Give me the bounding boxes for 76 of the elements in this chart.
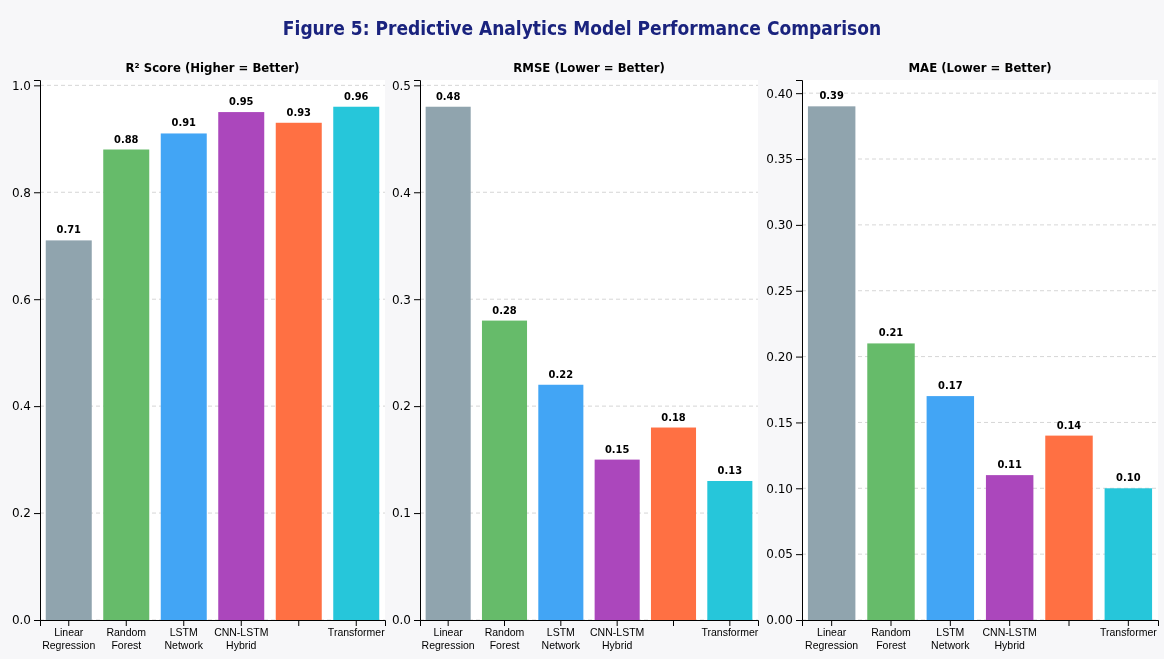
data-label: 0.48 bbox=[435, 89, 461, 103]
y-tick-label: 0.05 bbox=[766, 547, 793, 562]
x-tick-label: Random Forest bbox=[484, 626, 525, 651]
chart-title: R² Score (Higher = Better) bbox=[125, 60, 300, 75]
x-tick-label: Random Forest bbox=[871, 626, 912, 651]
y-tick-label: 0.2 bbox=[391, 399, 411, 414]
x-tick-label: Transformer bbox=[1099, 626, 1158, 638]
bar bbox=[160, 133, 207, 620]
bar bbox=[1104, 488, 1153, 620]
x-tick-label: Linear Regression bbox=[805, 626, 859, 651]
bar bbox=[45, 240, 92, 620]
bar bbox=[103, 149, 150, 620]
bar bbox=[650, 427, 697, 620]
bar bbox=[985, 475, 1034, 620]
caption: Figure 5: Predictive Analytics Model Performance Comparison bbox=[282, 17, 882, 39]
x-tick-label: LSTM Network bbox=[164, 626, 204, 651]
bar bbox=[481, 320, 528, 620]
bar bbox=[425, 106, 471, 620]
y-tick-label: 0.8 bbox=[11, 185, 31, 200]
x-tick-label: Linear Regression bbox=[42, 626, 96, 651]
bar bbox=[538, 384, 584, 620]
y-tick-label: 0.0 bbox=[11, 613, 31, 628]
y-tick-label: 0.4 bbox=[11, 399, 31, 414]
y-tick-label: 0.00 bbox=[766, 613, 793, 628]
y-tick-label: 0.35 bbox=[766, 152, 793, 167]
y-tick-label: 0.6 bbox=[11, 292, 31, 307]
data-label: 0.96 bbox=[344, 89, 369, 103]
data-label: 0.18 bbox=[661, 410, 686, 424]
bar bbox=[218, 112, 265, 620]
data-label: 0.15 bbox=[604, 442, 630, 456]
data-label: 0.39 bbox=[819, 89, 844, 103]
y-tick-label: 0.15 bbox=[766, 415, 793, 430]
x-tick-label: CNN-LSTM Hybrid bbox=[214, 626, 269, 651]
data-label: 0.10 bbox=[1116, 471, 1141, 485]
data-label: 0.22 bbox=[548, 367, 574, 381]
bar bbox=[275, 122, 322, 620]
y-tick-label: 0.0 bbox=[391, 613, 411, 628]
x-tick-label: Random Forest bbox=[106, 626, 147, 651]
data-label: 0.13 bbox=[717, 463, 743, 477]
x-tick-label: CNN-LSTM Hybrid bbox=[590, 626, 645, 651]
y-tick-label: 0.25 bbox=[766, 284, 793, 299]
chart-title: RMSE (Lower = Better) bbox=[513, 60, 665, 75]
y-tick-label: 0.40 bbox=[766, 86, 793, 101]
y-tick-label: 0.30 bbox=[766, 218, 793, 233]
x-tick-label: LSTM Network bbox=[931, 626, 971, 651]
x-tick-label: LSTM Network bbox=[541, 626, 581, 651]
x-tick-label: Transformer bbox=[327, 626, 386, 638]
data-label: 0.88 bbox=[114, 132, 139, 146]
data-label: 0.91 bbox=[171, 116, 197, 130]
bar bbox=[807, 106, 856, 620]
y-tick-label: 0.1 bbox=[391, 506, 411, 521]
data-label: 0.71 bbox=[56, 223, 82, 237]
chart-title: MAE (Lower = Better) bbox=[908, 60, 1052, 75]
bar bbox=[594, 459, 640, 620]
bar bbox=[333, 106, 380, 620]
y-tick-label: 0.4 bbox=[391, 185, 411, 200]
x-tick-label: Transformer bbox=[701, 626, 759, 638]
data-label: 0.14 bbox=[1056, 418, 1082, 432]
x-tick-label: CNN-LSTM Hybrid bbox=[982, 626, 1037, 651]
y-tick-label: 0.3 bbox=[391, 292, 411, 307]
y-tick-label: 0.2 bbox=[11, 506, 31, 521]
data-label: 0.93 bbox=[286, 105, 312, 119]
x-tick-label: Linear Regression bbox=[421, 626, 475, 651]
data-label: 0.28 bbox=[492, 303, 517, 317]
bar bbox=[926, 396, 975, 620]
data-label: 0.17 bbox=[938, 379, 963, 393]
y-tick-label: 0.20 bbox=[766, 349, 793, 364]
data-label: 0.95 bbox=[229, 95, 254, 109]
data-label: 0.21 bbox=[878, 326, 904, 340]
y-tick-label: 0.5 bbox=[391, 78, 411, 93]
data-label: 0.11 bbox=[997, 458, 1022, 472]
y-tick-label: 0.10 bbox=[766, 481, 793, 496]
bar bbox=[1045, 435, 1093, 620]
bar bbox=[867, 343, 915, 620]
bar bbox=[707, 480, 753, 620]
y-tick-label: 1.0 bbox=[11, 78, 31, 93]
